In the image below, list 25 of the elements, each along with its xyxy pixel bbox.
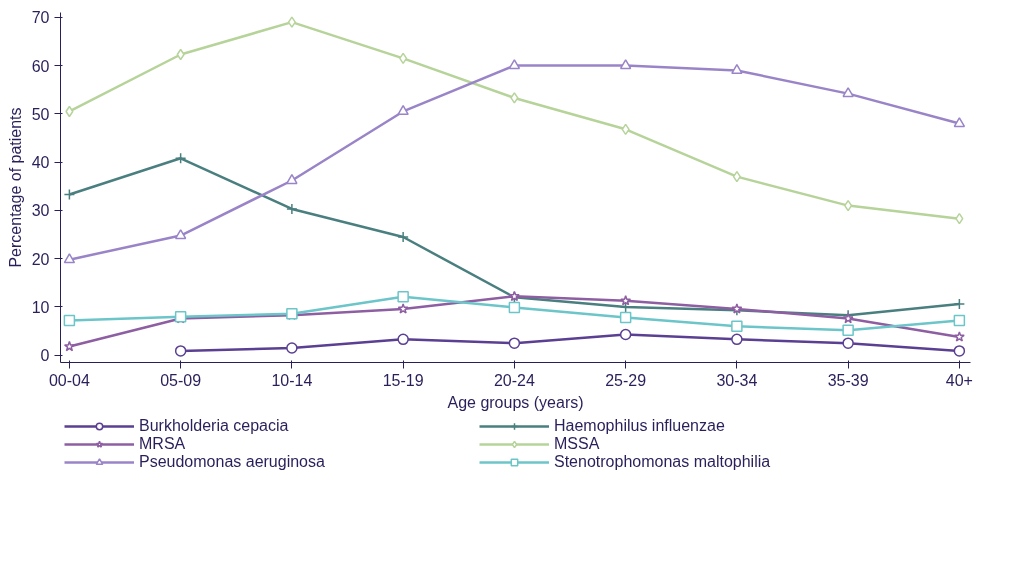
y-tick-label: 0: [40, 347, 50, 365]
y-tick-label: 40: [31, 154, 50, 172]
y-tick-label: 20: [31, 250, 50, 268]
y-tick-label: 50: [31, 105, 50, 123]
x-tick-label: 00-04: [48, 371, 90, 389]
legend-label: Burkholderia cepacia: [139, 417, 290, 435]
legend-label: Pseudomonas aeruginosa: [139, 453, 326, 471]
x-tick-label: 05-09: [160, 371, 202, 389]
x-tick-label: 20-24: [493, 371, 535, 389]
legend-label: Stenotrophomonas maltophilia: [554, 453, 772, 471]
y-tick-label: 30: [31, 202, 50, 220]
y-tick-label: 10: [31, 298, 50, 316]
legend-label: Haemophilus influenzae: [554, 417, 726, 435]
x-tick-label: 30-34: [716, 371, 758, 389]
x-axis-title: Age groups (years): [447, 393, 584, 411]
x-tick-label: 25-29: [605, 371, 647, 389]
x-tick-label: 40+: [945, 371, 973, 389]
y-axis-title: Percentage of patients: [6, 107, 24, 268]
y-tick-label: 60: [31, 57, 50, 75]
x-tick-label: 15-19: [382, 371, 424, 389]
legend-label: MRSA: [139, 435, 187, 453]
x-tick-label: 10-14: [271, 371, 313, 389]
y-tick-label: 70: [31, 9, 50, 27]
legend-label: MSSA: [554, 435, 601, 453]
x-tick-label: 35-39: [827, 371, 869, 389]
